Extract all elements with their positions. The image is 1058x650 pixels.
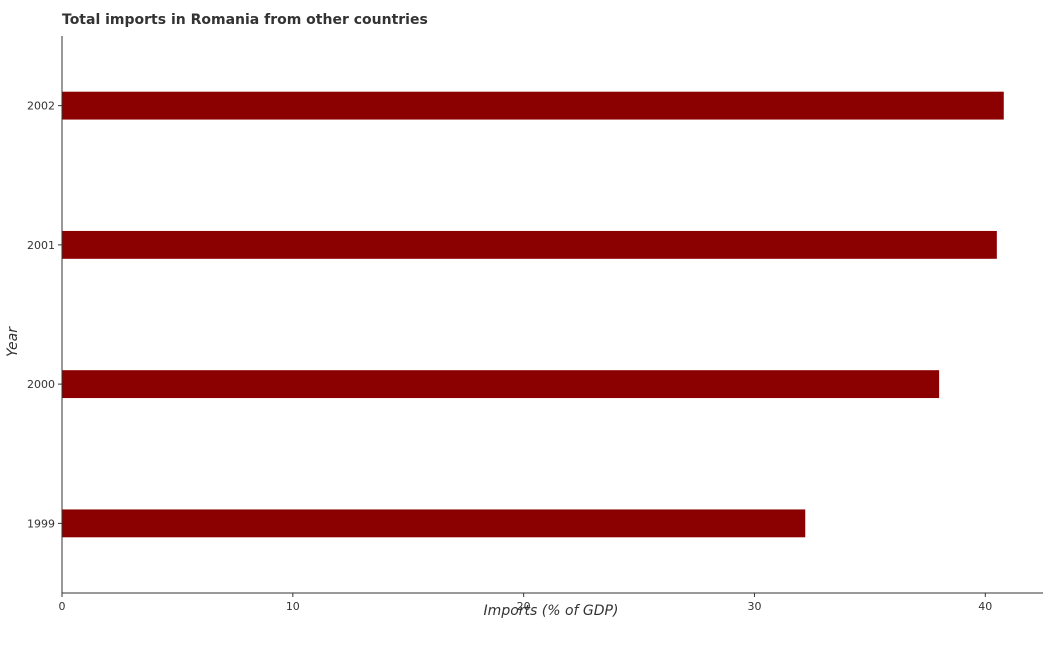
bars-group bbox=[62, 91, 1004, 538]
bar-1999 bbox=[62, 509, 806, 538]
x-tick-label: 30 bbox=[747, 600, 761, 613]
chart-title: Total imports in Romania from other coun… bbox=[62, 12, 428, 28]
x-tick-label: 40 bbox=[978, 600, 992, 613]
x-axis-label: Imports (% of GDP) bbox=[484, 603, 619, 619]
x-axis: 0 10 20 30 40 bbox=[59, 592, 1043, 613]
y-tick-label: 2001 bbox=[27, 239, 55, 252]
x-tick-label: 10 bbox=[286, 600, 300, 613]
y-axis: 1999 2000 2001 2002 bbox=[27, 36, 63, 593]
y-axis-label: Year bbox=[5, 326, 21, 357]
x-tick-label: 0 bbox=[59, 600, 66, 613]
x-tick-label: 20 bbox=[517, 600, 531, 613]
y-tick-label: 2000 bbox=[27, 378, 55, 391]
bar-2001 bbox=[62, 230, 997, 259]
bar-2002 bbox=[62, 91, 1004, 120]
bar-2000 bbox=[62, 370, 940, 399]
y-tick-label: 1999 bbox=[27, 517, 55, 530]
y-tick-label: 2002 bbox=[27, 100, 55, 113]
